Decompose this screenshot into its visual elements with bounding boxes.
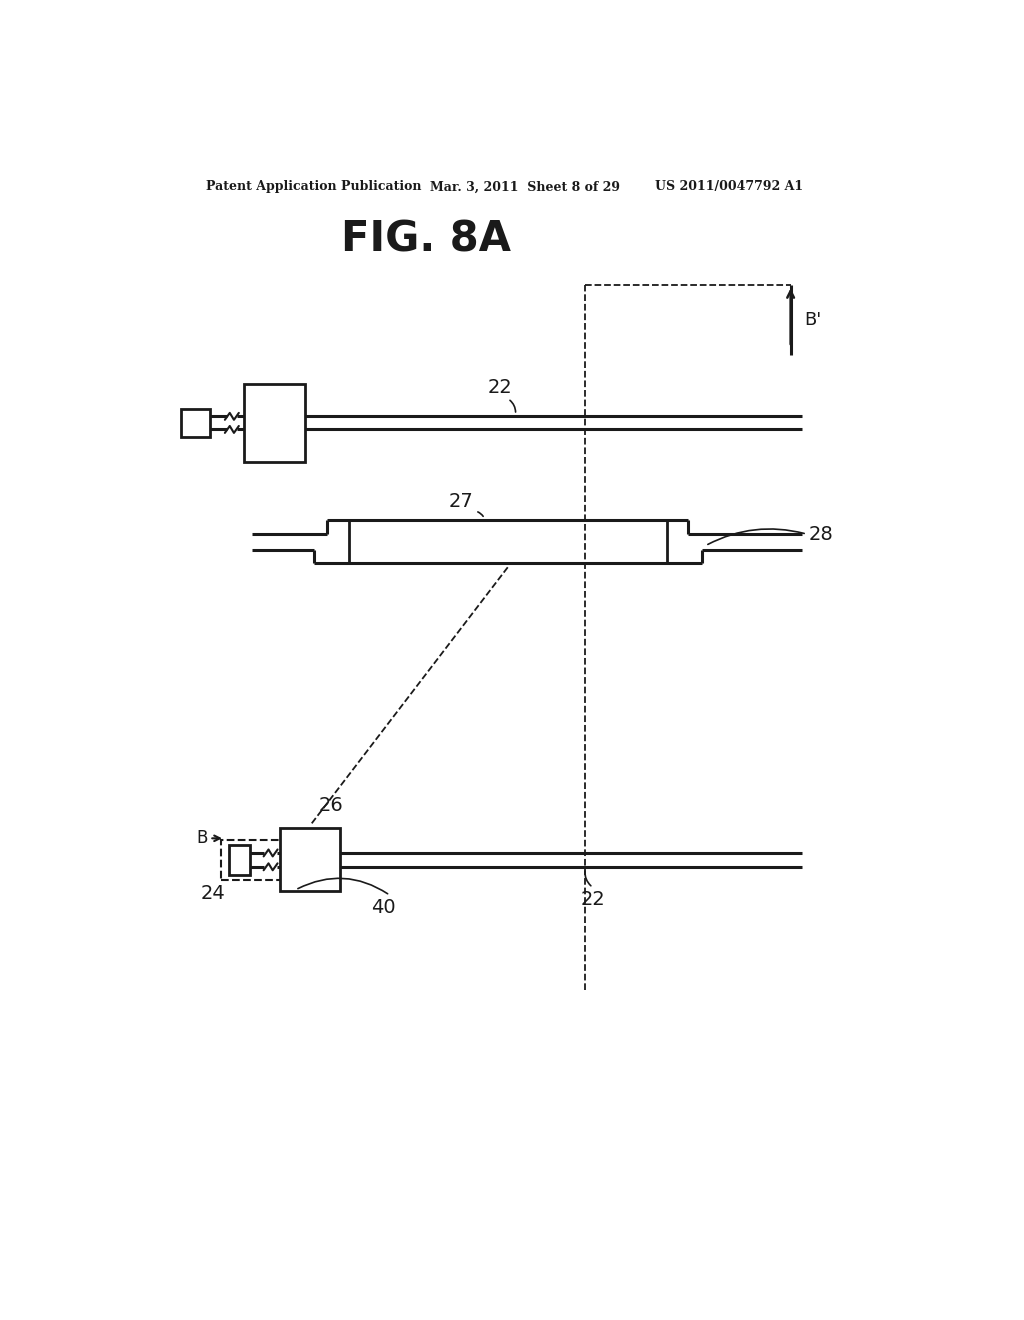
Bar <box>245 384 305 462</box>
Bar <box>221 840 285 880</box>
Bar <box>228 845 251 875</box>
Text: 40: 40 <box>372 898 396 916</box>
Text: B': B' <box>804 312 821 329</box>
Text: US 2011/0047792 A1: US 2011/0047792 A1 <box>655 181 803 194</box>
Text: 22: 22 <box>581 890 605 909</box>
Text: 26: 26 <box>318 796 343 816</box>
Text: B: B <box>197 829 208 847</box>
Bar <box>349 520 667 564</box>
Text: FIG. 8A: FIG. 8A <box>341 218 511 260</box>
Text: 22: 22 <box>487 378 512 397</box>
Text: Patent Application Publication: Patent Application Publication <box>206 181 421 194</box>
Text: 27: 27 <box>449 492 474 511</box>
Text: 28: 28 <box>809 524 834 544</box>
Text: 24: 24 <box>201 884 225 903</box>
Text: Mar. 3, 2011  Sheet 8 of 29: Mar. 3, 2011 Sheet 8 of 29 <box>430 181 621 194</box>
Bar <box>280 829 340 891</box>
Bar <box>180 409 210 437</box>
